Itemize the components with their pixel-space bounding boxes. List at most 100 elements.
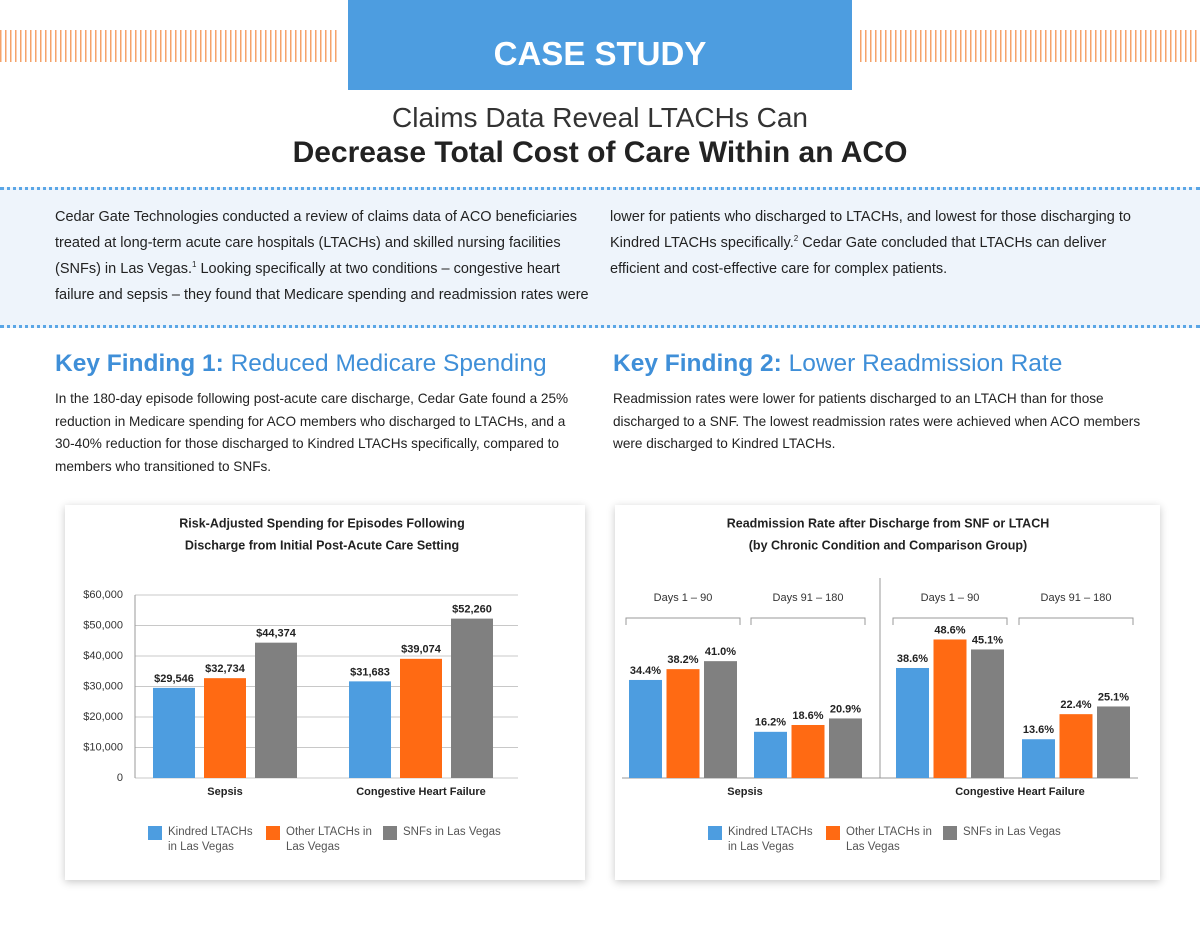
value-label: 34.4% — [630, 665, 661, 677]
badge: CASE STUDY — [348, 0, 852, 90]
value-label: 20.9% — [830, 703, 861, 715]
value-label: $52,260 — [452, 604, 492, 616]
subgroup-label: Days 1 – 90 — [921, 592, 980, 604]
legend-item: Kindred LTACHs in Las Vegas — [148, 825, 258, 855]
bar — [933, 639, 967, 778]
intro-column: Cedar Gate Technologies conducted a revi… — [55, 204, 595, 308]
bar — [204, 678, 246, 778]
label: Key Finding 2: — [613, 350, 782, 377]
stripe-decoration — [0, 30, 340, 62]
heading: Reduced Medicare Spending — [230, 350, 547, 377]
value-label: $31,683 — [350, 666, 390, 678]
intro-band — [0, 187, 1200, 328]
title-line: Decrease Total Cost of Care Within an AC… — [292, 136, 908, 169]
value-label: 22.4% — [1060, 699, 1091, 711]
bar — [754, 731, 787, 778]
legend-swatch — [826, 826, 840, 840]
stripe-decoration — [860, 30, 1200, 62]
chart-title: Readmission Rate after Discharge from SN… — [727, 516, 1050, 530]
bar — [153, 687, 195, 778]
legend-swatch — [383, 826, 397, 840]
label: Key Finding 1: — [55, 350, 224, 377]
chart-title: Risk-Adjusted Spending for Episodes Foll… — [179, 516, 464, 530]
bar — [1022, 739, 1055, 778]
y-tick-label: $60,000 — [83, 589, 123, 601]
bar — [829, 718, 862, 778]
value-label: 16.2% — [755, 717, 786, 729]
bar — [666, 669, 700, 778]
bar — [1059, 714, 1093, 778]
bar — [629, 679, 662, 778]
legend-label: Kindred LTACHs in Las Vegas — [168, 826, 253, 853]
legend-swatch — [148, 826, 162, 840]
text: Cedar Gate Technologies conducted a revi… — [55, 209, 578, 277]
value-label: 18.6% — [792, 710, 823, 722]
y-tick-label: $50,000 — [83, 619, 123, 631]
chart-title: Discharge from Initial Post-Acute Care S… — [185, 538, 459, 552]
heading: Lower Readmission Rate — [788, 350, 1063, 377]
value-label: 41.0% — [705, 646, 736, 658]
bar — [255, 642, 297, 778]
bar — [1097, 706, 1130, 778]
value-label: 45.1% — [972, 634, 1003, 646]
value-label: $44,374 — [256, 628, 297, 640]
value-label: 48.6% — [934, 624, 965, 636]
legend-label: SNFs in Las Vegas — [963, 826, 1061, 838]
x-tick-label: Sepsis — [207, 786, 242, 798]
legend-label: Other LTACHs in Las Vegas — [846, 826, 932, 853]
title-line: Claims Data Reveal LTACHs Can — [392, 102, 808, 133]
bar — [451, 618, 493, 778]
y-tick-label: $10,000 — [83, 741, 123, 753]
finding-text: In the 180-day episode following post-ac… — [55, 391, 569, 474]
y-tick-label: $40,000 — [83, 650, 123, 662]
legend-swatch — [708, 826, 722, 840]
legend-item: SNFs in Las Vegas — [943, 825, 1093, 840]
legend-item: SNFs in Las Vegas — [383, 825, 533, 840]
footnote-ref: 1 — [192, 260, 197, 270]
bracket — [1018, 617, 1134, 625]
text: Cedar Gate concluded that LTACHs can del… — [610, 235, 1107, 277]
finding-heading: Key Finding 2: Lower Readmission Rate — [613, 350, 1062, 378]
value-label: $39,074 — [401, 644, 442, 656]
value-label: 38.2% — [667, 654, 698, 666]
value-label: $32,734 — [205, 663, 246, 675]
legend-item: Other LTACHs in Las Vegas — [266, 825, 376, 855]
value-label: $29,546 — [154, 673, 194, 685]
intro-column: lower for patients who discharged to LTA… — [610, 204, 1140, 282]
y-tick-label: $20,000 — [83, 711, 123, 723]
bar — [791, 724, 825, 778]
chart-panel — [65, 505, 585, 880]
bar — [896, 667, 929, 778]
legend-label: Kindred LTACHs in Las Vegas — [728, 826, 813, 853]
legend-label: SNFs in Las Vegas — [403, 826, 501, 838]
bar — [971, 649, 1004, 778]
finding-heading: Key Finding 1: Reduced Medicare Spending — [55, 350, 547, 378]
value-label: 25.1% — [1098, 691, 1129, 703]
x-tick-label: Congestive Heart Failure — [356, 786, 486, 798]
text: Looking specifically at two conditions –… — [55, 261, 589, 303]
bar — [400, 658, 442, 778]
legend-label: Other LTACHs in Las Vegas — [286, 826, 372, 853]
bracket — [750, 617, 866, 625]
chart-title: (by Chronic Condition and Comparison Gro… — [749, 538, 1027, 552]
legend-swatch — [943, 826, 957, 840]
group-label: Congestive Heart Failure — [955, 786, 1085, 798]
bracket — [892, 617, 1008, 625]
bar — [349, 681, 391, 778]
y-tick-label: $30,000 — [83, 680, 123, 692]
legend-swatch — [266, 826, 280, 840]
value-label: 38.6% — [897, 653, 928, 665]
bar — [704, 661, 737, 778]
group-label: Sepsis — [727, 786, 762, 798]
footnote-ref: 2 — [793, 234, 799, 244]
subgroup-label: Days 91 – 180 — [773, 592, 844, 604]
legend-item: Other LTACHs in Las Vegas — [826, 825, 936, 855]
subgroup-label: Days 91 – 180 — [1041, 592, 1112, 604]
y-tick-label: 0 — [117, 772, 123, 784]
subgroup-label: Days 1 – 90 — [654, 592, 713, 604]
finding-text: Readmission rates were lower for patient… — [613, 391, 1141, 451]
legend-item: Kindred LTACHs in Las Vegas — [708, 825, 818, 855]
value-label: 13.6% — [1023, 724, 1054, 736]
